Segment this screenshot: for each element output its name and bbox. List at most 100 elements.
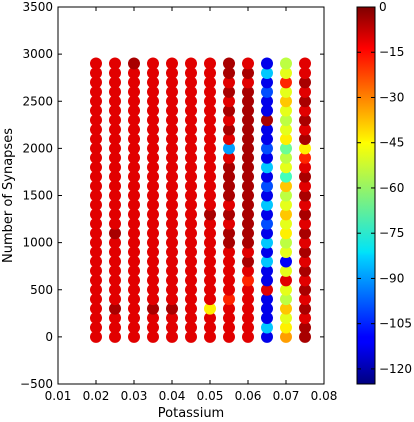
data-point — [299, 95, 311, 108]
data-point — [109, 312, 121, 325]
data-point — [299, 132, 311, 145]
data-point — [280, 264, 292, 277]
data-point — [242, 283, 254, 296]
colorbar-tick-label: 0 — [379, 0, 387, 14]
data-point — [280, 321, 292, 334]
data-point — [109, 236, 121, 249]
data-point — [147, 66, 159, 79]
data-point — [185, 217, 197, 230]
data-point — [90, 161, 102, 174]
data-point — [261, 76, 273, 89]
data-point — [261, 95, 273, 108]
data-point — [166, 293, 178, 306]
data-point — [128, 76, 140, 89]
data-point — [223, 142, 235, 155]
data-point — [128, 217, 140, 230]
x-tick-label: 0.01 — [45, 389, 72, 403]
data-point — [242, 123, 254, 136]
data-point — [90, 142, 102, 155]
data-point — [109, 161, 121, 174]
data-point — [166, 76, 178, 89]
data-point — [185, 255, 197, 268]
y-tick-label: 2500 — [22, 94, 53, 108]
data-point — [147, 255, 159, 268]
data-point — [109, 321, 121, 334]
data-point — [280, 208, 292, 221]
data-point — [185, 123, 197, 136]
data-point — [109, 208, 121, 221]
data-point — [299, 283, 311, 296]
data-point — [223, 95, 235, 108]
data-point — [147, 132, 159, 145]
data-point — [90, 302, 102, 315]
data-point — [280, 66, 292, 79]
data-point — [204, 189, 216, 202]
data-point — [109, 227, 121, 240]
data-point — [280, 293, 292, 306]
data-point — [109, 132, 121, 145]
data-point — [223, 217, 235, 230]
data-point — [261, 142, 273, 155]
data-point — [261, 114, 273, 127]
data-point — [223, 114, 235, 127]
data-point — [242, 57, 254, 70]
data-point — [204, 208, 216, 221]
data-point — [90, 85, 102, 98]
data-point — [166, 330, 178, 343]
data-point — [109, 114, 121, 127]
data-point — [147, 142, 159, 155]
data-point — [223, 255, 235, 268]
data-point — [185, 142, 197, 155]
data-point — [261, 302, 273, 315]
y-tick-label: 2000 — [22, 141, 53, 155]
data-point — [128, 264, 140, 277]
data-point — [185, 227, 197, 240]
data-point — [90, 236, 102, 249]
data-point — [147, 85, 159, 98]
data-point — [109, 198, 121, 211]
data-point — [185, 236, 197, 249]
data-point — [242, 85, 254, 98]
data-point — [128, 57, 140, 70]
data-point — [90, 246, 102, 259]
data-point — [204, 302, 216, 315]
data-point — [147, 151, 159, 164]
data-point — [185, 264, 197, 277]
data-point — [204, 95, 216, 108]
data-point — [109, 104, 121, 117]
data-point — [280, 161, 292, 174]
data-point — [166, 95, 178, 108]
data-point — [223, 180, 235, 193]
data-point — [223, 123, 235, 136]
data-point — [147, 104, 159, 117]
data-point — [204, 236, 216, 249]
data-point — [242, 95, 254, 108]
data-point — [204, 76, 216, 89]
data-point — [223, 330, 235, 343]
data-point — [128, 330, 140, 343]
y-tick-label: 0 — [45, 330, 53, 344]
data-point — [90, 312, 102, 325]
data-point — [299, 66, 311, 79]
data-point — [166, 151, 178, 164]
data-point — [242, 236, 254, 249]
data-point — [90, 57, 102, 70]
data-point — [166, 264, 178, 277]
data-point — [128, 283, 140, 296]
data-point — [166, 85, 178, 98]
colorbar-tick-label: −60 — [379, 181, 404, 195]
data-point — [223, 274, 235, 287]
data-point — [166, 142, 178, 155]
data-point — [261, 264, 273, 277]
data-point — [299, 142, 311, 155]
colorbar-ticks: 0 −15 −30 −45 −60 −75 −90 −105 −120 — [357, 0, 412, 376]
data-point — [128, 227, 140, 240]
data-point — [261, 85, 273, 98]
data-point — [261, 161, 273, 174]
data-point — [185, 283, 197, 296]
data-point — [261, 170, 273, 183]
data-point — [280, 330, 292, 343]
data-point — [90, 293, 102, 306]
data-point — [299, 104, 311, 117]
data-point — [185, 302, 197, 315]
